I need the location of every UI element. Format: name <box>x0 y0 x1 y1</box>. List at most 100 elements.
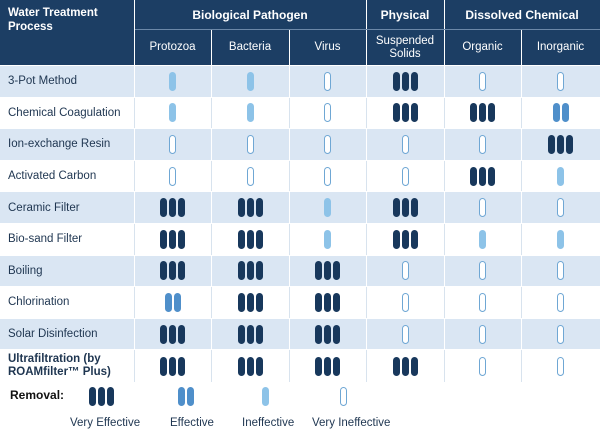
very-effective-icon <box>160 198 185 218</box>
removal-bar <box>557 229 564 249</box>
rating-cell-inorganic <box>521 97 600 130</box>
removal-bar <box>479 71 486 91</box>
legend-label-very-effective: Very Effective <box>70 417 141 429</box>
removal-bar <box>237 324 245 344</box>
very-ineffective-icon <box>479 292 486 312</box>
removal-bar <box>410 198 418 218</box>
removal-bar <box>255 261 263 281</box>
rating-cell-bacteria <box>211 97 290 130</box>
rating-cell-protozoa <box>134 286 212 319</box>
removal-bar <box>557 166 564 186</box>
process-column-header: Water Treatment Process <box>0 0 135 66</box>
removal-bar <box>255 229 263 249</box>
group-header-chemical: Dissolved Chemical <box>444 0 600 30</box>
removal-bar <box>246 166 254 186</box>
table-body: 3-Pot Method Chemical Coagulation Ion-exch… <box>0 65 600 383</box>
very-ineffective-icon <box>324 166 331 186</box>
removal-bar <box>237 229 245 249</box>
removal-bar <box>160 324 167 344</box>
row-label: Solar Disinfection <box>0 318 135 351</box>
removal-bar <box>333 356 340 376</box>
legend-label-effective: Effective <box>170 417 214 429</box>
removal-bar <box>392 198 400 218</box>
removal-bar <box>169 103 176 123</box>
rating-cell-bacteria <box>211 128 290 161</box>
rating-cell-suspended-solids <box>366 349 445 383</box>
removal-bar <box>89 387 96 406</box>
removal-bar <box>557 261 564 281</box>
table-row: Ceramic Filter <box>0 191 600 224</box>
very-ineffective-icon <box>340 387 347 406</box>
removal-bar <box>488 166 495 186</box>
table-row: Activated Carbon <box>0 160 600 193</box>
removal-bar <box>410 71 418 91</box>
removal-bar <box>324 103 331 123</box>
removal-bar <box>164 292 172 312</box>
row-label: Chlorination <box>0 286 135 319</box>
very-effective-icon <box>160 356 185 376</box>
table-row: Chlorination <box>0 286 600 319</box>
column-header-virus: Virus <box>289 29 367 66</box>
very-ineffective-icon <box>324 103 331 123</box>
rating-cell-inorganic <box>521 223 600 256</box>
removal-bar <box>324 324 331 344</box>
rating-cell-organic <box>444 223 522 256</box>
removal-bar <box>98 387 105 406</box>
ineffective-icon <box>262 387 269 406</box>
rating-cell-bacteria <box>211 191 290 224</box>
removal-bar <box>557 198 564 218</box>
removal-bar <box>470 103 477 123</box>
rating-cell-bacteria <box>211 223 290 256</box>
ineffective-icon <box>557 229 564 249</box>
removal-bar <box>557 356 564 376</box>
rating-cell-virus <box>289 318 367 351</box>
removal-bar <box>479 229 486 249</box>
rating-cell-virus <box>289 128 367 161</box>
rating-cell-organic <box>444 65 522 98</box>
removal-bar <box>479 103 486 123</box>
removal-bar <box>557 324 564 344</box>
removal-bar <box>479 356 486 376</box>
removal-bar <box>160 356 167 376</box>
removal-bar <box>255 198 263 218</box>
removal-bar <box>246 324 254 344</box>
rating-cell-organic <box>444 318 522 351</box>
removal-bar <box>255 324 263 344</box>
removal-bar <box>169 134 176 154</box>
rating-cell-suspended-solids <box>366 255 445 288</box>
removal-bar <box>107 387 114 406</box>
rating-cell-suspended-solids <box>366 223 445 256</box>
very-effective-icon <box>315 261 340 281</box>
rating-cell-protozoa <box>134 223 212 256</box>
very-ineffective-icon <box>401 166 409 186</box>
rating-cell-bacteria <box>211 318 290 351</box>
removal-bar <box>169 198 176 218</box>
row-label: Ultrafiltration (by ROAMfilter™ Plus) <box>0 349 135 383</box>
row-label: Ceramic Filter <box>0 191 135 224</box>
removal-bar <box>237 292 245 312</box>
table-row: Ultrafiltration (by ROAMfilter™ Plus) <box>0 349 600 383</box>
removal-bar <box>160 198 167 218</box>
removal-bar <box>246 229 254 249</box>
ineffective-icon <box>246 71 254 91</box>
rating-cell-virus <box>289 223 367 256</box>
column-header-protozoa: Protozoa <box>134 29 212 66</box>
ineffective-icon <box>169 103 176 123</box>
removal-bar <box>255 356 263 376</box>
very-ineffective-icon <box>169 166 176 186</box>
removal-bar <box>237 261 245 281</box>
rating-cell-protozoa <box>134 65 212 98</box>
removal-bar <box>557 292 564 312</box>
very-ineffective-icon <box>479 134 486 154</box>
very-ineffective-icon <box>401 134 409 154</box>
removal-bar <box>246 198 254 218</box>
rating-cell-suspended-solids <box>366 65 445 98</box>
removal-bar <box>548 134 555 154</box>
very-ineffective-icon <box>479 324 486 344</box>
very-ineffective-icon <box>557 324 564 344</box>
very-effective-icon <box>392 229 418 249</box>
removal-bar <box>401 71 409 91</box>
removal-bar <box>169 356 176 376</box>
rating-cell-suspended-solids <box>366 191 445 224</box>
removal-bar <box>479 324 486 344</box>
